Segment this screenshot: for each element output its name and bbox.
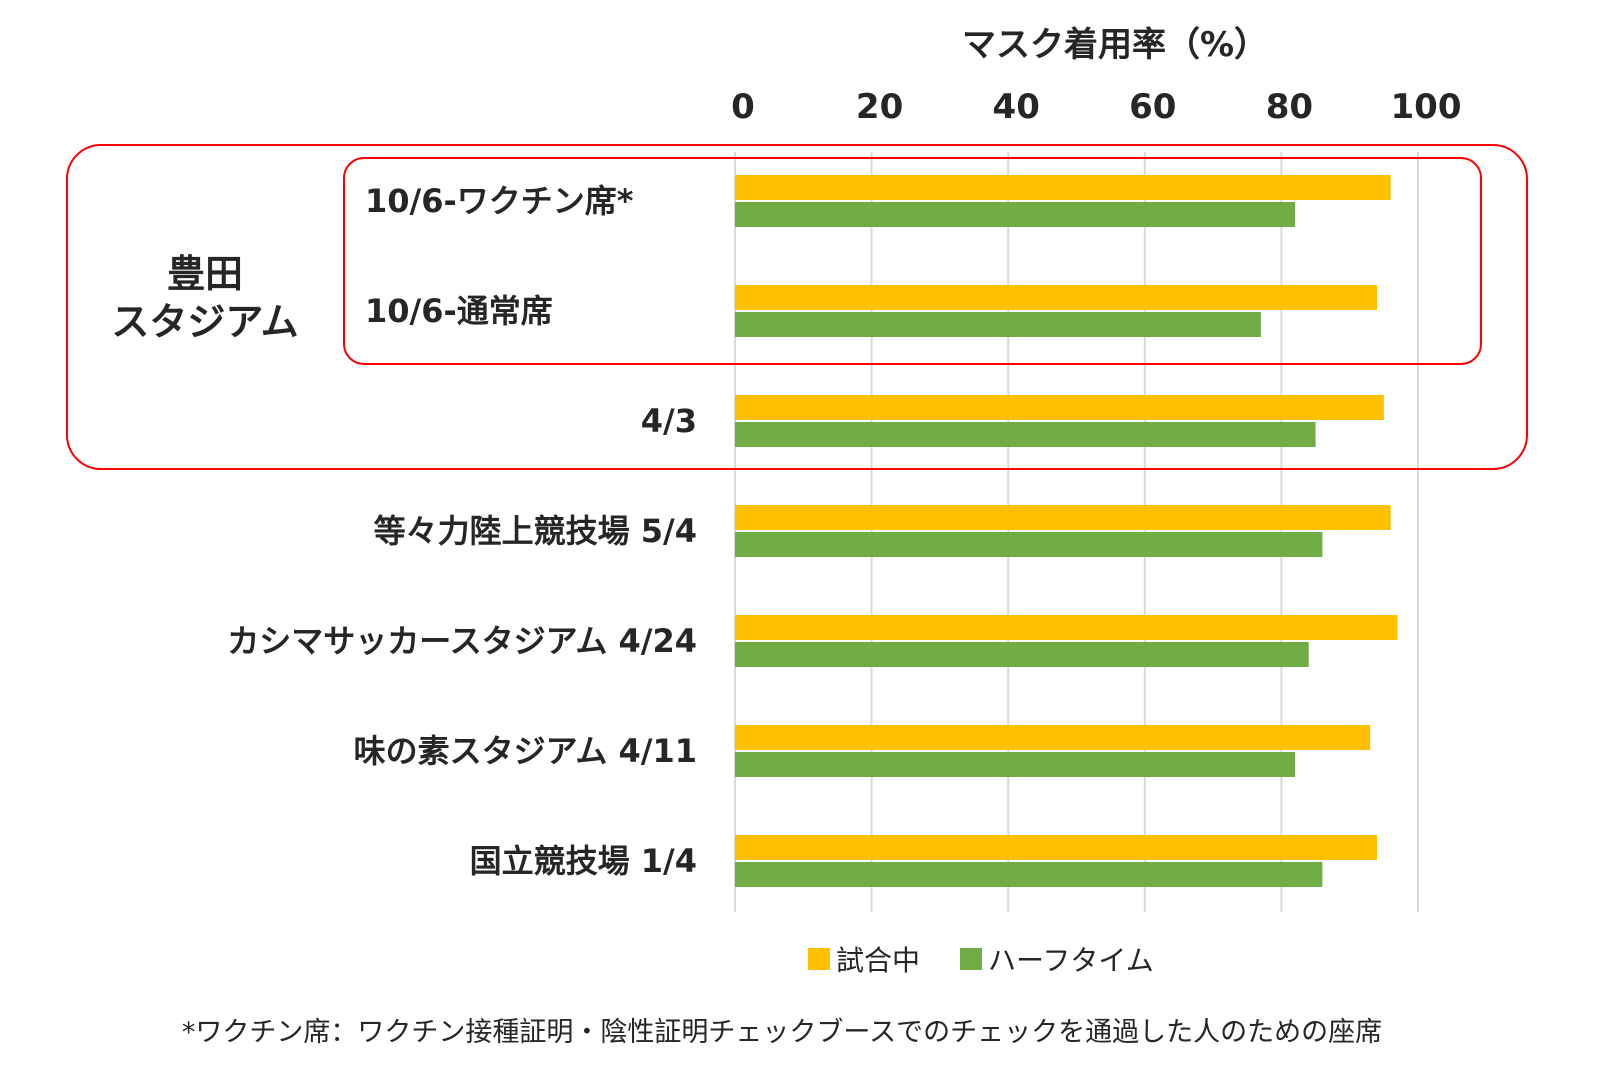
x-tick-label: 20: [856, 87, 903, 127]
category-labels: 10/6-ワクチン席* 10/6-通常席 4/3 等々力陸上競技場 5/4 カシマサッカ…: [111, 182, 697, 880]
category-label: 10/6-通常席: [365, 292, 553, 330]
group-label: スタジアム: [111, 300, 298, 344]
category-label: 等々力陸上競技場 5/4: [374, 512, 697, 550]
bar-in-match: [735, 835, 1378, 860]
x-tick-label: 80: [1266, 87, 1313, 127]
bar-halftime: [735, 642, 1309, 667]
bar-in-match: [735, 285, 1378, 310]
legend-label: ハーフタイム: [988, 944, 1154, 977]
bar-halftime: [735, 202, 1296, 227]
bar-in-match: [735, 395, 1384, 420]
category-label: 4/3: [641, 402, 697, 440]
x-axis-title: マスク着用率（%）: [962, 25, 1268, 65]
bar-halftime: [735, 862, 1323, 887]
category-label: カシマサッカースタジアム 4/24: [227, 622, 697, 660]
bar-in-match: [735, 615, 1398, 640]
bar-halftime: [735, 422, 1316, 447]
x-tick-label: 0: [731, 87, 755, 127]
category-label: 国立競技場 1/4: [470, 842, 697, 880]
x-tick-label: 40: [993, 87, 1040, 127]
bar-in-match: [735, 725, 1371, 750]
legend-label: 試合中: [836, 944, 920, 977]
subgroup-outline: [343, 157, 1482, 365]
x-tick-label: 60: [1129, 87, 1176, 127]
x-tick-labels: 0 20 40 60 80 100: [731, 87, 1461, 127]
bar-in-match: [735, 505, 1391, 530]
legend-swatch: [808, 948, 830, 970]
x-tick-label: 100: [1391, 87, 1462, 127]
category-label: 味の素スタジアム 4/11: [354, 732, 697, 770]
group-boxes: [66, 144, 1528, 470]
bars: [735, 175, 1398, 887]
category-label: 10/6-ワクチン席*: [365, 182, 634, 220]
bar-in-match: [735, 175, 1391, 200]
group-outline: [66, 144, 1528, 470]
bar-halftime: [735, 312, 1261, 337]
legend: 試合中 ハーフタイム: [808, 944, 1154, 977]
bar-halftime: [735, 532, 1323, 557]
legend-swatch: [960, 948, 982, 970]
group-label: 豊田: [167, 252, 243, 296]
footnote: *ワクチン席：ワクチン接種証明・陰性証明チェックブースでのチェックを通過した人の…: [182, 1017, 1382, 1048]
bar-halftime: [735, 752, 1296, 777]
